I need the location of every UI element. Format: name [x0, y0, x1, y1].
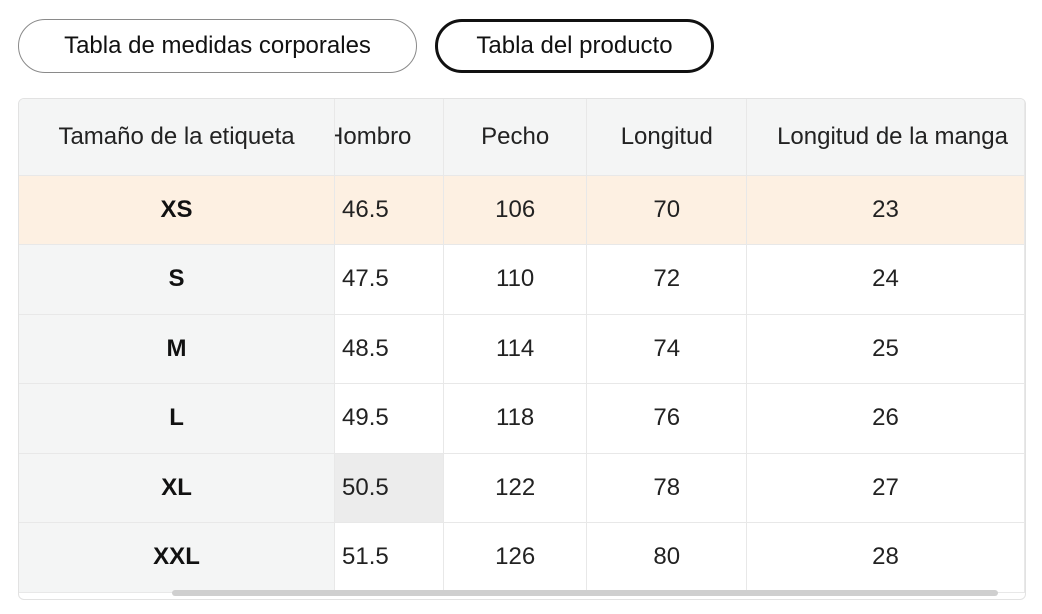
horizontal-scrollbar[interactable] [19, 589, 1025, 599]
length-cell: 72 [586, 244, 748, 315]
sleeve-cell: 27 [746, 453, 1025, 523]
shoulder-cell: 51.5 [334, 522, 444, 593]
size-cell: M [19, 314, 336, 384]
length-cell: 74 [586, 314, 748, 384]
shoulder-cell: 48.5 [334, 314, 444, 384]
sleeve-cell: 28 [746, 522, 1025, 593]
length-cell: 78 [586, 453, 748, 523]
header-length: Longitud [586, 99, 748, 176]
size-table-container[interactable]: Tamaño de la etiqueta Hombro Pecho Longi… [18, 98, 1026, 600]
shoulder-cell: 49.5 [334, 383, 444, 454]
chest-cell: 122 [443, 453, 588, 523]
table-row[interactable]: XS 46.5 106 70 23 [19, 175, 1025, 245]
header-shoulder-label: Hombro [334, 122, 412, 150]
shoulder-cell: 47.5 [334, 244, 444, 315]
chest-cell: 118 [443, 383, 588, 454]
sleeve-cell: 26 [746, 383, 1025, 454]
size-chart-tabs: Tabla de medidas corporales Tabla del pr… [18, 19, 714, 73]
length-cell: 76 [586, 383, 748, 454]
size-cell: L [19, 383, 336, 454]
shoulder-cell: 46.5 [334, 175, 444, 245]
size-cell: XS [19, 175, 336, 245]
tab-product[interactable]: Tabla del producto [435, 19, 714, 73]
chest-cell: 110 [443, 244, 588, 315]
sleeve-cell: 25 [746, 314, 1025, 384]
chest-cell: 126 [443, 522, 588, 593]
header-sleeve-length: Longitud de la manga [746, 99, 1025, 176]
table-row[interactable]: L 49.5 118 76 26 [19, 383, 1025, 454]
size-cell: XXL [19, 522, 336, 593]
size-table: Tamaño de la etiqueta Hombro Pecho Longi… [19, 99, 1025, 593]
table-header-row: Tamaño de la etiqueta Hombro Pecho Longi… [19, 99, 1025, 176]
sleeve-cell: 24 [746, 244, 1025, 315]
size-cell: XL [19, 453, 336, 523]
sleeve-cell: 23 [746, 175, 1025, 245]
table-row[interactable]: XXL 51.5 126 80 28 [19, 522, 1025, 593]
length-cell: 70 [586, 175, 748, 245]
tab-body-measurements[interactable]: Tabla de medidas corporales [18, 19, 417, 73]
size-cell: S [19, 244, 336, 315]
shoulder-cell: 50.5 [334, 453, 444, 523]
length-cell: 80 [586, 522, 748, 593]
table-row[interactable]: M 48.5 114 74 25 [19, 314, 1025, 384]
header-chest: Pecho [443, 99, 588, 176]
chest-cell: 114 [443, 314, 588, 384]
header-shoulder: Hombro [334, 99, 444, 176]
header-size: Tamaño de la etiqueta [19, 99, 336, 176]
table-row[interactable]: XL 50.5 122 78 27 [19, 453, 1025, 523]
table-row[interactable]: S 47.5 110 72 24 [19, 244, 1025, 315]
chest-cell: 106 [443, 175, 588, 245]
scrollbar-thumb[interactable] [172, 590, 998, 596]
